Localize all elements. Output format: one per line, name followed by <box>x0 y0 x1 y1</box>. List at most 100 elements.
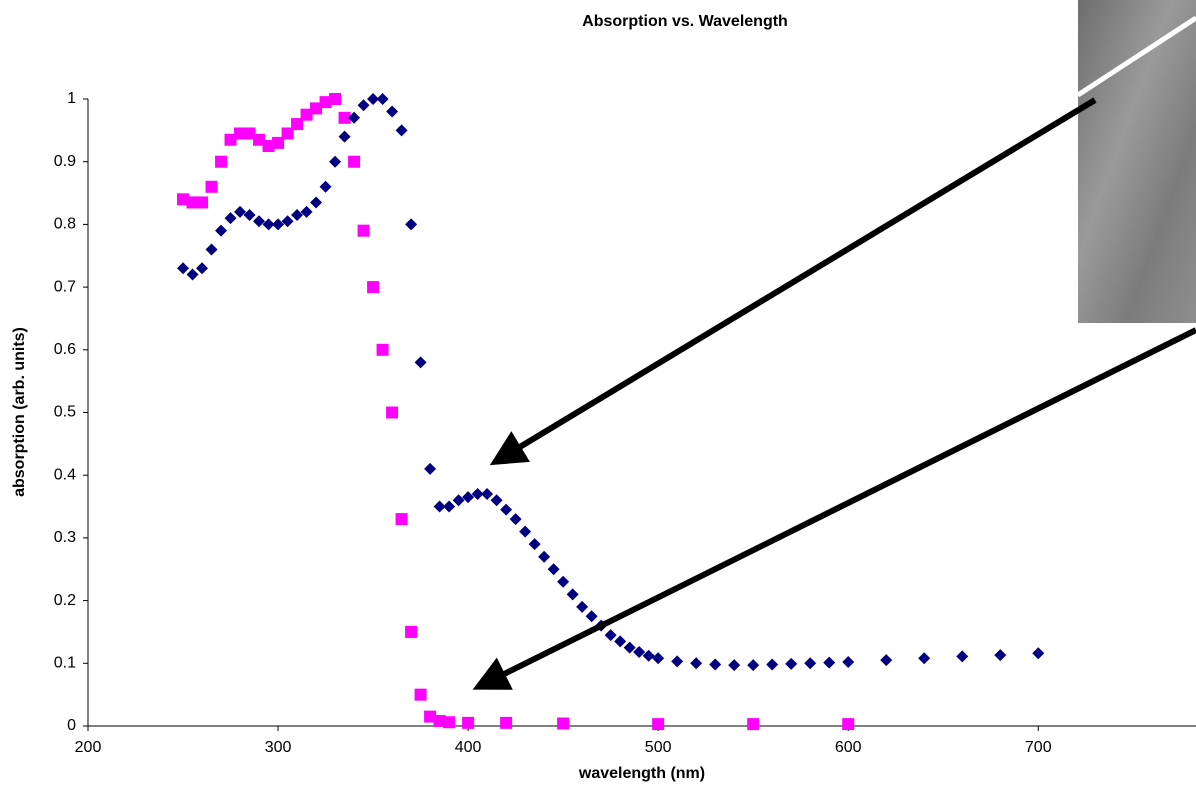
diamond-marker <box>652 652 665 665</box>
y-tick-label: 0.5 <box>54 404 76 421</box>
diamond-marker <box>300 205 313 218</box>
square-marker <box>272 136 285 149</box>
diamond-marker <box>329 155 342 168</box>
diamond-marker <box>728 659 741 672</box>
diamond-marker <box>633 646 646 659</box>
diamond-marker <box>528 538 541 551</box>
square-marker <box>300 108 313 121</box>
diamond-marker <box>186 268 199 281</box>
diamond-marker <box>642 649 655 662</box>
square-marker <box>747 718 760 731</box>
diamond-marker <box>918 652 931 665</box>
square-marker <box>395 513 408 526</box>
diamond-marker <box>443 500 456 513</box>
diamond-marker <box>709 658 722 671</box>
diamond-marker <box>747 659 760 672</box>
diamond-marker <box>272 218 285 231</box>
diamond-marker <box>604 629 617 642</box>
diamond-marker <box>623 641 636 654</box>
diamond-marker <box>234 205 247 218</box>
square-marker <box>386 406 399 419</box>
diamond-marker <box>177 262 190 275</box>
diamond-marker <box>880 654 893 667</box>
x-tick-label: 600 <box>835 739 862 756</box>
y-tick-label: 0.3 <box>54 529 76 546</box>
diamond-marker <box>348 111 361 124</box>
arrow <box>472 327 1196 690</box>
y-tick-label: 0.9 <box>54 153 76 170</box>
diamond-marker <box>1032 647 1045 660</box>
diamond-marker <box>367 93 380 105</box>
diamond-marker <box>471 488 484 501</box>
diamond-marker <box>215 224 228 237</box>
square-marker <box>329 93 342 105</box>
diamond-marker <box>462 491 475 504</box>
diamond-marker <box>224 212 237 225</box>
x-tick-label: 400 <box>455 739 482 756</box>
y-tick-label: 0.7 <box>54 278 76 295</box>
square-marker <box>462 716 475 729</box>
square-marker <box>291 118 304 131</box>
square-marker <box>310 102 323 115</box>
diamond-marker <box>557 575 570 588</box>
diamond-marker <box>690 657 703 670</box>
square-marker <box>500 716 513 729</box>
diamond-marker <box>766 658 779 671</box>
square-marker <box>842 718 855 731</box>
square-marker <box>433 714 446 727</box>
diamond-marker <box>452 494 465 507</box>
diamond-marker <box>433 500 446 513</box>
square-marker <box>376 343 389 356</box>
diamond-marker <box>509 513 522 526</box>
diamond-marker <box>804 657 817 670</box>
diamond-marker <box>481 488 494 501</box>
diamond-marker <box>376 93 389 105</box>
y-tick-label: 0 <box>67 717 76 734</box>
diamond-marker <box>196 262 209 275</box>
diamond-marker <box>576 600 589 613</box>
diamond-marker <box>500 503 513 516</box>
square-marker <box>224 133 237 146</box>
diamond-marker <box>310 196 323 209</box>
diamond-marker <box>414 356 427 369</box>
diamond-marker <box>994 649 1007 662</box>
square-marker <box>186 196 199 209</box>
square-marker <box>253 133 266 146</box>
diamond-marker <box>281 215 294 228</box>
diamond-marker <box>386 105 399 118</box>
diamond-marker <box>547 563 560 576</box>
y-tick-label: 0.6 <box>54 341 76 358</box>
square-marker <box>196 196 209 209</box>
square-marker <box>357 224 370 237</box>
diamond-marker <box>823 656 836 669</box>
square-marker <box>262 140 275 153</box>
diamond-marker <box>405 218 418 231</box>
diamond-marker <box>614 635 627 648</box>
diamond-marker <box>395 124 408 137</box>
y-tick-label: 0.2 <box>54 592 76 609</box>
y-tick-label: 0.1 <box>54 655 76 672</box>
diamond-marker <box>243 208 256 221</box>
arrow <box>489 97 1097 466</box>
square-marker <box>281 127 294 140</box>
diamond-marker <box>490 494 503 507</box>
diamond-marker <box>357 99 370 112</box>
square-marker <box>348 155 361 168</box>
y-axis-title: absorption (arb. units) <box>11 327 28 497</box>
diamond-marker <box>338 130 351 143</box>
y-tick-label: 0.8 <box>54 216 76 233</box>
diamond-marker <box>519 525 532 538</box>
y-tick-label: 0.4 <box>54 466 76 483</box>
x-tick-label: 200 <box>75 739 102 756</box>
photo-line <box>1076 15 1196 98</box>
diamond-marker <box>291 208 304 221</box>
diamond-marker <box>319 180 332 193</box>
y-tick-label: 1 <box>67 90 76 107</box>
diamond-marker <box>671 655 684 668</box>
chart-title: Absorption vs. Wavelength <box>582 13 788 30</box>
photo-inset <box>1078 0 1196 323</box>
square-marker <box>319 96 332 109</box>
square-marker <box>243 127 256 140</box>
diamond-marker <box>956 650 969 663</box>
x-tick-label: 500 <box>645 739 672 756</box>
